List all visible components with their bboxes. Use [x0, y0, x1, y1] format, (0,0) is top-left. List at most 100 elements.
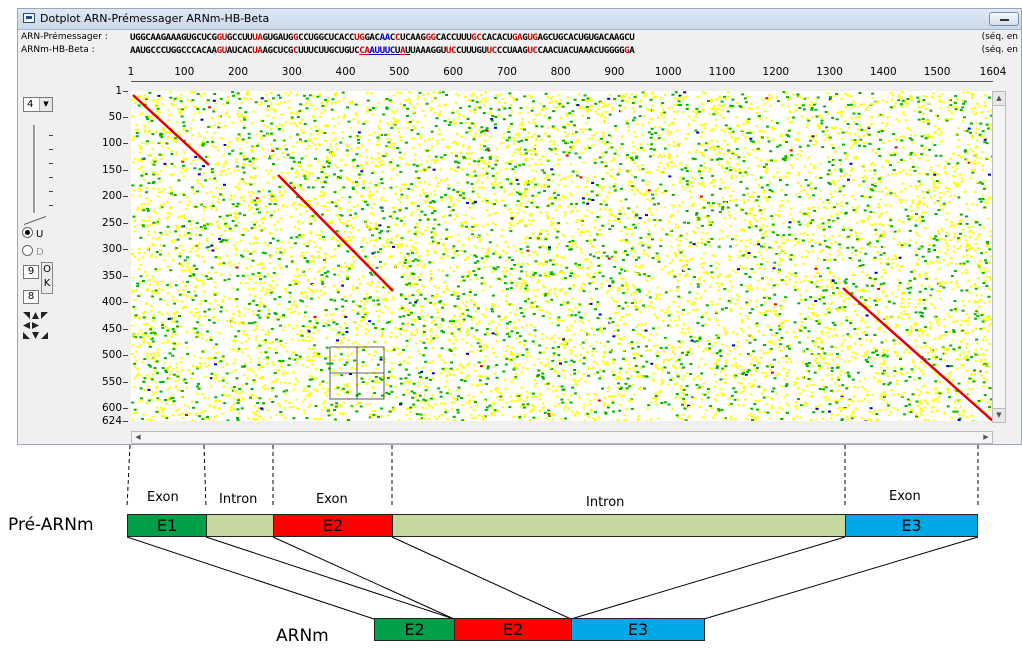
nav-up-icon[interactable]	[32, 312, 39, 319]
seq1-label: ARN-Prémessager :	[21, 32, 108, 42]
x-tick-label: 1000	[654, 66, 682, 78]
y-tick-label: 600	[101, 402, 122, 415]
seq2-tag: (séq. en	[981, 45, 1018, 55]
pre-segment-e3: E3	[845, 514, 978, 537]
mrna-segment-e2b: E2	[454, 618, 572, 641]
scroll-down-icon[interactable]: ▼	[993, 408, 1005, 422]
nav-upright-icon[interactable]	[41, 312, 48, 319]
header-exon-2: Exon	[316, 492, 348, 507]
y-tick-label: 150	[101, 163, 122, 176]
seq1-sequence: UGGCAAGAAAGUGCUCGGUGCCUUUAGUGAUGGCCUGGCU…	[130, 32, 635, 43]
radio-unchecked-icon	[22, 245, 33, 256]
x-tick-label: 1300	[816, 66, 843, 78]
y-tick-mark	[123, 116, 128, 118]
seq2-sequence: AAUGCCCUGGCCCACAAGUAUCACUAAGCUCGCUUUCUUG…	[130, 45, 635, 56]
y-tick-label: 300	[101, 243, 122, 256]
nav-right-icon[interactable]	[32, 322, 39, 329]
x-tick-label: 200	[227, 66, 249, 78]
y-tick-mark	[123, 381, 128, 383]
y-tick-label: 100	[101, 137, 122, 150]
y-tick-mark	[123, 91, 128, 92]
header-intron-1: Intron	[219, 492, 258, 507]
navigation-pad	[23, 312, 49, 350]
x-axis-line	[131, 81, 993, 82]
slider-tick	[49, 177, 53, 178]
x-tick-label: 600	[443, 66, 464, 78]
threshold-slider[interactable]	[33, 125, 36, 213]
y-tick-label: 500	[101, 349, 122, 362]
dotplot-window: Dotplot ARN-Prémessager ARNm-HB-Beta ARN…	[17, 8, 1022, 445]
scroll-right-icon[interactable]: ▶	[983, 433, 989, 441]
header-exon-3: Exon	[889, 489, 921, 504]
pre-segment-intron-1	[206, 514, 274, 537]
x-tick-label: 500	[389, 66, 410, 78]
slider-tick	[49, 149, 53, 150]
y-tick-label: 450	[101, 322, 122, 335]
y-tick-label: 400	[101, 296, 122, 309]
x-tick-label: 1400	[869, 66, 897, 78]
nav-downright-icon[interactable]	[41, 332, 48, 339]
zoom-box	[329, 346, 385, 400]
x-tick-label: 300	[281, 66, 302, 78]
x-tick-label: 100	[174, 66, 195, 78]
radio-d[interactable]: D	[22, 245, 44, 258]
dotplot-canvas[interactable]	[131, 91, 993, 421]
x-tick-label: 1500	[923, 66, 951, 78]
vertical-scrollbar[interactable]: ▲ ▼	[992, 91, 1006, 423]
radio-u-label: U	[36, 229, 44, 240]
slider-tick	[49, 163, 53, 164]
seq2-label: ARNm-HB-Beta :	[21, 45, 95, 55]
slider-tick	[49, 135, 53, 136]
y-tick-label: 624	[101, 415, 122, 427]
y-tick-label: 550	[101, 375, 122, 388]
header-intron-2: Intron	[586, 495, 625, 510]
y-tick-mark	[123, 143, 128, 145]
x-tick-label: 900	[604, 66, 625, 78]
horizontal-scrollbar[interactable]: ◀ ▶	[131, 431, 993, 444]
minimize-button[interactable]	[989, 12, 1019, 26]
y-tick-mark	[123, 302, 128, 304]
slider-tick	[49, 191, 53, 192]
radio-u[interactable]: U	[22, 227, 43, 240]
y-tick-mark	[123, 196, 128, 198]
nav-upleft-icon[interactable]	[23, 312, 30, 319]
number-field-1[interactable]: 9	[23, 265, 39, 279]
y-tick-mark	[123, 249, 128, 251]
pre-segment-e1: E1	[127, 514, 207, 537]
splicing-diagram: Exon Intron Exon Intron Exon Pré-ARNm E1…	[0, 445, 1022, 651]
nav-down-icon[interactable]	[32, 332, 39, 339]
alignment-diagonal	[132, 94, 210, 166]
chevron-down-icon: ▼	[39, 98, 52, 111]
y-axis-ruler: 1 50 100 150 200 250 300 350 400 450 500 550 600 624	[88, 85, 128, 431]
nav-left-icon[interactable]	[23, 322, 30, 329]
depth-select[interactable]: 4 ▼	[23, 97, 53, 112]
mrna-segment-e3: E3	[571, 618, 705, 641]
x-tick-label: 1	[127, 66, 135, 78]
ok-button[interactable]: O K	[41, 262, 53, 294]
number-field-2[interactable]: 8	[23, 290, 39, 304]
radio-d-label: D	[36, 247, 44, 258]
pre-mrna-label: Pré-ARNm	[8, 515, 94, 535]
window-title: Dotplot ARN-Prémessager ARNm-HB-Beta	[40, 12, 270, 25]
x-tick-label: 1100	[708, 66, 736, 78]
slider-tick	[49, 205, 53, 206]
y-tick-label: 200	[101, 190, 122, 203]
y-tick-mark	[123, 328, 128, 330]
y-tick-mark	[123, 275, 128, 277]
x-tick-label: 800	[550, 66, 571, 78]
mrna-segment-e2a: E2	[374, 618, 455, 641]
alignment-diagonal	[277, 174, 394, 292]
y-tick-mark	[123, 169, 128, 171]
minimize-icon	[1000, 19, 1009, 21]
mrna-label: ARNm	[276, 626, 329, 646]
scroll-left-icon[interactable]: ◀	[135, 433, 141, 441]
pre-segment-intron-2	[392, 514, 846, 537]
y-tick-mark	[123, 222, 128, 224]
x-tick-label: 700	[496, 66, 517, 78]
scroll-up-icon[interactable]: ▲	[993, 92, 1005, 106]
x-tick-label: 1604	[979, 66, 1007, 78]
y-tick-mark	[123, 421, 128, 422]
y-tick-label: 50	[108, 110, 122, 123]
nav-downleft-icon[interactable]	[23, 332, 30, 339]
x-axis-ruler: 1 100 200 300 400 500 600 700 800 900 1000 1100 1200…	[18, 66, 1022, 80]
